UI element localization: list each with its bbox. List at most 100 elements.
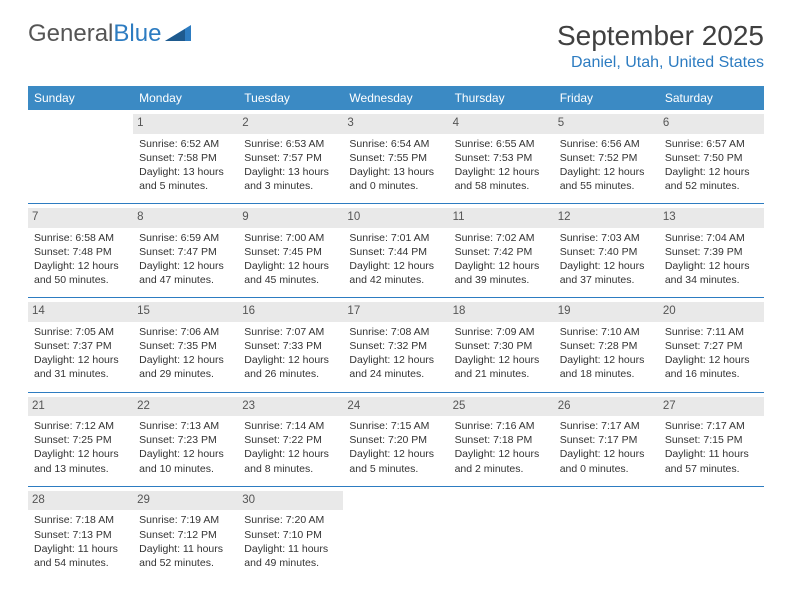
day-number (659, 491, 764, 511)
calendar-row: 1Sunrise: 6:52 AMSunset: 7:58 PMDaylight… (28, 110, 764, 204)
daylight2-text: and 58 minutes. (455, 179, 548, 193)
day-number: 16 (238, 302, 343, 322)
calendar-cell: 14Sunrise: 7:05 AMSunset: 7:37 PMDayligh… (28, 298, 133, 392)
daylight1-text: Daylight: 12 hours (560, 165, 653, 179)
daylight1-text: Daylight: 12 hours (665, 165, 758, 179)
sunset-text: Sunset: 7:52 PM (560, 151, 653, 165)
day-number: 11 (449, 208, 554, 228)
daylight2-text: and 29 minutes. (139, 367, 232, 381)
calendar-cell: 26Sunrise: 7:17 AMSunset: 7:17 PMDayligh… (554, 392, 659, 486)
logo-text-1: General (28, 20, 113, 48)
daylight2-text: and 55 minutes. (560, 179, 653, 193)
calendar-cell: 4Sunrise: 6:55 AMSunset: 7:53 PMDaylight… (449, 110, 554, 204)
daylight2-text: and 24 minutes. (349, 367, 442, 381)
weekday-header: Tuesday (238, 86, 343, 110)
sunrise-text: Sunrise: 7:00 AM (244, 231, 337, 245)
sunset-text: Sunset: 7:22 PM (244, 433, 337, 447)
day-number: 7 (28, 208, 133, 228)
daylight1-text: Daylight: 12 hours (665, 259, 758, 273)
daylight1-text: Daylight: 12 hours (455, 353, 548, 367)
sunrise-text: Sunrise: 6:58 AM (34, 231, 127, 245)
calendar-cell (659, 486, 764, 580)
daylight2-text: and 26 minutes. (244, 367, 337, 381)
sunrise-text: Sunrise: 7:16 AM (455, 419, 548, 433)
sunset-text: Sunset: 7:30 PM (455, 339, 548, 353)
daylight2-text: and 39 minutes. (455, 273, 548, 287)
calendar-cell: 9Sunrise: 7:00 AMSunset: 7:45 PMDaylight… (238, 204, 343, 298)
calendar-row: 28Sunrise: 7:18 AMSunset: 7:13 PMDayligh… (28, 486, 764, 580)
daylight2-text: and 5 minutes. (139, 179, 232, 193)
sunrise-text: Sunrise: 6:57 AM (665, 137, 758, 151)
sunrise-text: Sunrise: 7:08 AM (349, 325, 442, 339)
daylight1-text: Daylight: 12 hours (34, 447, 127, 461)
day-number: 14 (28, 302, 133, 322)
daylight2-text: and 49 minutes. (244, 556, 337, 570)
daylight1-text: Daylight: 12 hours (455, 259, 548, 273)
day-number: 13 (659, 208, 764, 228)
day-number: 29 (133, 491, 238, 511)
sunset-text: Sunset: 7:35 PM (139, 339, 232, 353)
sunrise-text: Sunrise: 6:59 AM (139, 231, 232, 245)
daylight1-text: Daylight: 13 hours (244, 165, 337, 179)
daylight1-text: Daylight: 12 hours (455, 447, 548, 461)
calendar-body: 1Sunrise: 6:52 AMSunset: 7:58 PMDaylight… (28, 110, 764, 580)
calendar-cell: 19Sunrise: 7:10 AMSunset: 7:28 PMDayligh… (554, 298, 659, 392)
daylight1-text: Daylight: 11 hours (34, 542, 127, 556)
calendar-cell: 24Sunrise: 7:15 AMSunset: 7:20 PMDayligh… (343, 392, 448, 486)
day-number: 2 (238, 114, 343, 134)
logo-text-2: Blue (113, 20, 161, 48)
daylight2-text: and 34 minutes. (665, 273, 758, 287)
sunset-text: Sunset: 7:37 PM (34, 339, 127, 353)
day-number: 17 (343, 302, 448, 322)
sunrise-text: Sunrise: 7:09 AM (455, 325, 548, 339)
daylight1-text: Daylight: 13 hours (349, 165, 442, 179)
calendar-cell: 13Sunrise: 7:04 AMSunset: 7:39 PMDayligh… (659, 204, 764, 298)
day-number: 15 (133, 302, 238, 322)
daylight1-text: Daylight: 12 hours (560, 447, 653, 461)
daylight2-text: and 8 minutes. (244, 462, 337, 476)
sunset-text: Sunset: 7:28 PM (560, 339, 653, 353)
sunset-text: Sunset: 7:27 PM (665, 339, 758, 353)
daylight2-text: and 10 minutes. (139, 462, 232, 476)
daylight1-text: Daylight: 12 hours (244, 353, 337, 367)
day-number: 9 (238, 208, 343, 228)
calendar-table: SundayMondayTuesdayWednesdayThursdayFrid… (28, 86, 764, 580)
day-number: 1 (133, 114, 238, 134)
calendar-cell: 27Sunrise: 7:17 AMSunset: 7:15 PMDayligh… (659, 392, 764, 486)
sunrise-text: Sunrise: 7:02 AM (455, 231, 548, 245)
daylight2-text: and 18 minutes. (560, 367, 653, 381)
calendar-cell: 12Sunrise: 7:03 AMSunset: 7:40 PMDayligh… (554, 204, 659, 298)
calendar-cell: 28Sunrise: 7:18 AMSunset: 7:13 PMDayligh… (28, 486, 133, 580)
sunrise-text: Sunrise: 6:53 AM (244, 137, 337, 151)
day-number: 20 (659, 302, 764, 322)
day-number: 24 (343, 397, 448, 417)
calendar-cell: 1Sunrise: 6:52 AMSunset: 7:58 PMDaylight… (133, 110, 238, 204)
day-number (343, 491, 448, 511)
daylight2-text: and 57 minutes. (665, 462, 758, 476)
calendar-row: 14Sunrise: 7:05 AMSunset: 7:37 PMDayligh… (28, 298, 764, 392)
header: GeneralBlue September 2025 Daniel, Utah,… (28, 20, 764, 72)
daylight2-text: and 31 minutes. (34, 367, 127, 381)
sunset-text: Sunset: 7:33 PM (244, 339, 337, 353)
daylight1-text: Daylight: 12 hours (349, 353, 442, 367)
sunrise-text: Sunrise: 7:18 AM (34, 513, 127, 527)
day-number (449, 491, 554, 511)
calendar-cell: 20Sunrise: 7:11 AMSunset: 7:27 PMDayligh… (659, 298, 764, 392)
daylight2-text: and 21 minutes. (455, 367, 548, 381)
sunset-text: Sunset: 7:32 PM (349, 339, 442, 353)
sunset-text: Sunset: 7:47 PM (139, 245, 232, 259)
sunset-text: Sunset: 7:48 PM (34, 245, 127, 259)
daylight1-text: Daylight: 12 hours (244, 447, 337, 461)
day-number: 22 (133, 397, 238, 417)
sunrise-text: Sunrise: 6:56 AM (560, 137, 653, 151)
daylight2-text: and 13 minutes. (34, 462, 127, 476)
sunrise-text: Sunrise: 7:20 AM (244, 513, 337, 527)
calendar-cell (449, 486, 554, 580)
calendar-cell: 18Sunrise: 7:09 AMSunset: 7:30 PMDayligh… (449, 298, 554, 392)
daylight1-text: Daylight: 12 hours (244, 259, 337, 273)
calendar-cell: 25Sunrise: 7:16 AMSunset: 7:18 PMDayligh… (449, 392, 554, 486)
calendar-cell: 6Sunrise: 6:57 AMSunset: 7:50 PMDaylight… (659, 110, 764, 204)
daylight2-text: and 2 minutes. (455, 462, 548, 476)
sunrise-text: Sunrise: 6:52 AM (139, 137, 232, 151)
sunset-text: Sunset: 7:50 PM (665, 151, 758, 165)
